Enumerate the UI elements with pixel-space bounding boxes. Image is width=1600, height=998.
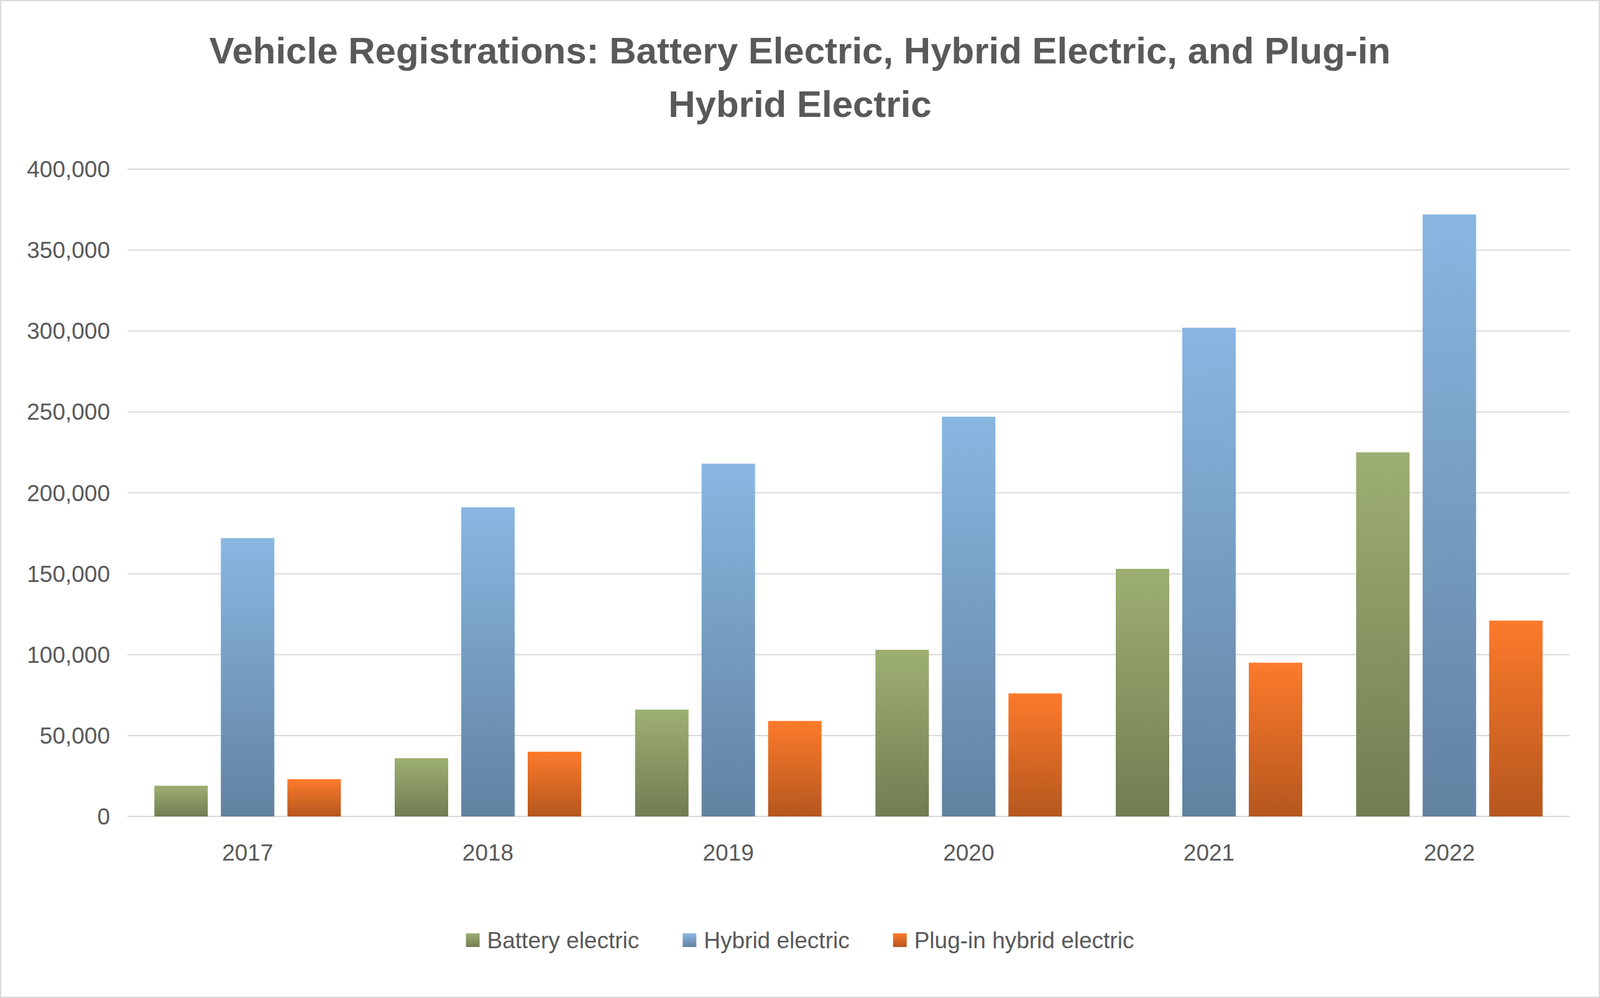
legend: Battery electric Hybrid electric Plug-in h… bbox=[466, 927, 1135, 953]
bar bbox=[527, 751, 582, 817]
bar bbox=[635, 709, 689, 817]
x-tick-label: 2021 bbox=[1183, 839, 1235, 866]
title-line: Vehicle Registrations: Battery Electric,… bbox=[209, 29, 1392, 72]
legend-swatch bbox=[893, 933, 907, 947]
x-tick-label: 2018 bbox=[462, 839, 514, 866]
bar bbox=[1008, 693, 1062, 817]
x-tick-label: 2019 bbox=[703, 839, 755, 866]
bar bbox=[1115, 568, 1170, 817]
grid bbox=[127, 169, 1570, 817]
grid-line bbox=[127, 330, 1570, 332]
y-tick-label: 300,000 bbox=[26, 318, 111, 344]
y-tick-label: 350,000 bbox=[26, 237, 111, 263]
bar bbox=[701, 463, 756, 817]
grid-line bbox=[127, 410, 1570, 413]
bar bbox=[394, 757, 449, 817]
y-tick-label: 250,000 bbox=[26, 399, 111, 425]
bar bbox=[154, 785, 208, 817]
legend-label: Hybrid electric bbox=[703, 927, 850, 953]
y-tick-label: 150,000 bbox=[26, 561, 111, 587]
y-tick-label: 200,000 bbox=[26, 480, 111, 506]
bar bbox=[287, 778, 341, 817]
legend-label: Battery electric bbox=[487, 927, 640, 953]
y-tick-label: 0 bbox=[96, 803, 111, 830]
x-axis-line bbox=[127, 815, 1570, 817]
grid-line bbox=[127, 653, 1570, 656]
grid-line bbox=[127, 168, 1570, 170]
grid-line bbox=[127, 734, 1570, 736]
grid-line bbox=[127, 492, 1570, 494]
x-tick-label: 2017 bbox=[221, 839, 273, 866]
bar bbox=[1422, 214, 1477, 817]
bar bbox=[220, 537, 275, 817]
bar bbox=[768, 720, 822, 817]
bar bbox=[1248, 662, 1303, 817]
y-tick-label: 400,000 bbox=[26, 156, 111, 183]
bar bbox=[941, 416, 996, 817]
title-line: Hybrid Electric bbox=[668, 83, 932, 125]
chart: Vehicle Registrations: Battery Electric,… bbox=[0, 0, 1600, 998]
title: Vehicle Registrations: Battery Electric,… bbox=[209, 29, 1392, 125]
bars bbox=[154, 214, 1543, 817]
legend-swatch bbox=[682, 933, 697, 947]
y-tick-label: 50,000 bbox=[39, 722, 111, 749]
chart-frame bbox=[0, 0, 1600, 998]
bar bbox=[1356, 451, 1410, 817]
x-tick-label: 2022 bbox=[1424, 839, 1476, 866]
grid-line bbox=[127, 573, 1570, 575]
bar bbox=[1489, 620, 1543, 817]
legend-swatch bbox=[466, 933, 480, 947]
y-tick-label: 100,000 bbox=[26, 642, 111, 668]
bar bbox=[875, 649, 929, 817]
bar bbox=[1182, 327, 1236, 817]
bar bbox=[461, 507, 515, 817]
grid-line bbox=[127, 815, 1570, 817]
x-tick-label: 2020 bbox=[942, 839, 994, 866]
grid-line bbox=[127, 249, 1570, 251]
legend-label: Plug-in hybrid electric bbox=[914, 927, 1135, 953]
